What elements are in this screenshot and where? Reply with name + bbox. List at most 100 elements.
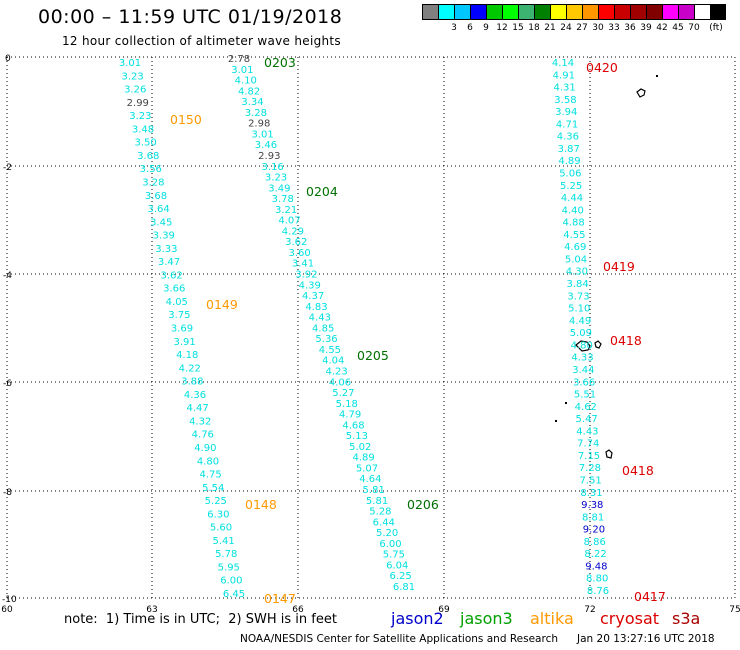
map-title: 00:00 – 11:59 UTC 01/19/2018 — [38, 6, 343, 28]
wave-height-value: 3.44 — [572, 365, 594, 376]
legend-label: 27 — [576, 23, 588, 33]
wave-height-value: 3.46 — [255, 140, 277, 151]
lat-tick-label: -2 — [3, 163, 12, 173]
pass-time-label: 0206 — [407, 497, 439, 512]
wave-height-value: 3.41 — [292, 259, 314, 270]
lat-tick-label: -6 — [3, 379, 12, 389]
legend-swatch — [678, 4, 694, 20]
pass-time-label: 0418 — [622, 463, 654, 478]
legend-label: 6 — [467, 23, 473, 33]
wave-height-value: 5.81 — [366, 496, 388, 507]
wave-height-value: 4.88 — [562, 218, 584, 229]
wave-height-value: 2.98 — [248, 119, 270, 130]
wave-height-value: 5.27 — [332, 388, 354, 399]
wave-height-value: 4.07 — [278, 216, 300, 227]
pass-time-label: 0419 — [603, 259, 635, 274]
legend-swatch — [694, 4, 710, 20]
wave-height-value: 5.60 — [210, 523, 232, 534]
satellite-name: jason3 — [460, 609, 513, 628]
wave-height-value: 3.66 — [163, 284, 185, 295]
credit-line: NOAA/NESDIS Center for Satellite Applica… — [240, 633, 558, 645]
pass-time-label: 0420 — [586, 60, 618, 75]
lon-tick-label: 63 — [146, 605, 157, 615]
pass-time-label: 0204 — [306, 184, 338, 199]
wave-height-value: 2.78 — [228, 54, 250, 65]
lon-tick-label: 69 — [438, 605, 450, 615]
wave-height-value: 3.39 — [153, 231, 175, 242]
wave-height-value: 3.23 — [121, 71, 143, 82]
legend-label: 21 — [544, 23, 556, 33]
legend-swatch — [582, 4, 598, 20]
legend-swatch — [710, 4, 726, 20]
island-dot — [565, 402, 567, 404]
wave-height-value: 5.04 — [565, 254, 587, 265]
legend-swatch — [518, 4, 534, 20]
generated-timestamp: Jan 20 13:27:16 UTC 2018 — [577, 633, 715, 645]
lat-tick-label: -4 — [3, 271, 12, 281]
lat-tick-label: -8 — [3, 488, 12, 498]
lat-tick-label: -10 — [2, 595, 17, 605]
wave-height-value: 7.28 — [579, 463, 601, 474]
wave-height-value: 5.25 — [205, 496, 227, 507]
legend-label: 3 — [451, 23, 457, 33]
wave-height-value: 4.36 — [557, 132, 579, 143]
wave-height-value: 4.43 — [309, 313, 331, 324]
wave-height-value: 4.06 — [329, 377, 351, 388]
wave-height-value: 6.00 — [220, 576, 242, 587]
wave-height-value: 5.06 — [559, 169, 581, 180]
wave-height-value: 6.45 — [223, 589, 245, 600]
wave-height-value: 9.48 — [585, 561, 607, 572]
satellite-name: jason2 — [391, 609, 444, 628]
wave-height-value: 3.16 — [262, 162, 284, 173]
wave-height-value: 3.28 — [142, 177, 164, 188]
legend-label: 15 — [512, 23, 524, 33]
pass-time-label: 0417 — [634, 589, 666, 604]
legend-swatch — [486, 4, 502, 20]
wave-height-value: 5.09 — [570, 328, 592, 339]
lat-lon-grid — [6, 56, 736, 599]
wave-height-value: 3.73 — [567, 291, 589, 302]
wave-height-value: 3.23 — [265, 173, 287, 184]
wave-height-value: 5.75 — [383, 550, 405, 561]
wave-height-value: 4.47 — [186, 403, 208, 414]
wave-height-value: 8.80 — [586, 574, 608, 585]
island-dot — [555, 420, 557, 422]
wave-height-value: 9.20 — [583, 525, 605, 536]
wave-height-value: 8.31 — [580, 488, 602, 499]
legend-label: 18 — [528, 23, 540, 33]
wave-height-value: 5.47 — [575, 414, 597, 425]
wave-height-value: 7.51 — [580, 475, 602, 486]
island-outline — [636, 88, 646, 98]
wave-height-value: 4.05 — [166, 297, 188, 308]
lon-tick-label: 75 — [729, 605, 740, 615]
wave-height-value: 3.62 — [160, 270, 182, 281]
wave-height-value: 4.76 — [192, 430, 214, 441]
wave-height-value: 3.26 — [124, 85, 146, 96]
lon-tick-label: 66 — [292, 605, 304, 615]
wave-height-value: 3.87 — [558, 144, 580, 155]
wave-height-value: 4.85 — [312, 323, 334, 334]
wave-height-value: 3.94 — [555, 107, 577, 118]
legend-label: 45 — [672, 23, 684, 33]
legend-swatch — [454, 4, 470, 20]
legend-swatch — [470, 4, 486, 20]
pass-time-label: 0418 — [610, 333, 642, 348]
island-dot — [656, 75, 658, 77]
wave-height-value: 4.10 — [235, 76, 257, 87]
wave-height-value: 7.15 — [578, 451, 600, 462]
legend-label: 9 — [483, 23, 489, 33]
wave-height-value: 4.90 — [194, 443, 216, 454]
legend-swatch — [502, 4, 518, 20]
wave-height-value: 3.60 — [288, 248, 310, 259]
wave-height-value: 4.89 — [558, 156, 580, 167]
wave-height-value: 3.91 — [173, 337, 195, 348]
wave-height-value: 8.81 — [582, 512, 604, 523]
wave-height-value: 3.68 — [137, 151, 159, 162]
pass-time-label: 0147 — [264, 591, 296, 606]
wave-height-value: 4.32 — [189, 416, 211, 427]
satellite-name: s3a — [672, 609, 701, 628]
wave-height-value: 9.38 — [581, 500, 603, 511]
lat-tick-label: 0 — [5, 54, 11, 64]
wave-height-value: 4.64 — [359, 474, 381, 485]
footnote: note: 1) Time is in UTC; 2) SWH is in fe… — [64, 612, 337, 627]
